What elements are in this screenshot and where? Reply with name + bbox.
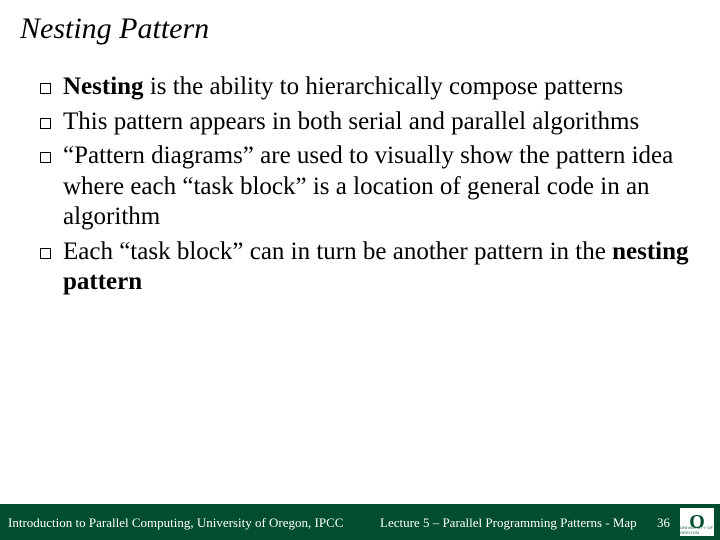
footer-left-text: Introduction to Parallel Computing, Univ…	[8, 515, 343, 531]
bullet-marker-icon	[40, 248, 51, 259]
bullet-text: Nesting is the ability to hierarchically…	[63, 72, 700, 103]
slide: Nesting Pattern Nesting is the ability t…	[0, 0, 720, 540]
bullet-marker-icon	[40, 83, 51, 94]
bullet-marker-icon	[40, 118, 51, 129]
logo-subtext: UNIVERSITY OF OREGON	[680, 525, 714, 535]
slide-title: Nesting Pattern	[20, 12, 209, 46]
bullet-item: This pattern appears in both serial and …	[40, 107, 700, 138]
bullet-list: Nesting is the ability to hierarchically…	[40, 72, 700, 302]
footer-logo: O UNIVERSITY OF OREGON	[680, 508, 714, 536]
bullet-item: Nesting is the ability to hierarchically…	[40, 72, 700, 103]
footer-center-text: Lecture 5 – Parallel Programming Pattern…	[380, 515, 637, 531]
bullet-text: Each “task block” can in turn be another…	[63, 237, 700, 298]
bullet-item: “Pattern diagrams” are used to visually …	[40, 141, 700, 233]
footer-page-number: 36	[657, 515, 670, 531]
bullet-marker-icon	[40, 152, 51, 163]
bullet-text: “Pattern diagrams” are used to visually …	[63, 141, 700, 233]
footer-bar: Introduction to Parallel Computing, Univ…	[0, 504, 720, 540]
bullet-item: Each “task block” can in turn be another…	[40, 237, 700, 298]
bullet-text: This pattern appears in both serial and …	[63, 107, 700, 138]
